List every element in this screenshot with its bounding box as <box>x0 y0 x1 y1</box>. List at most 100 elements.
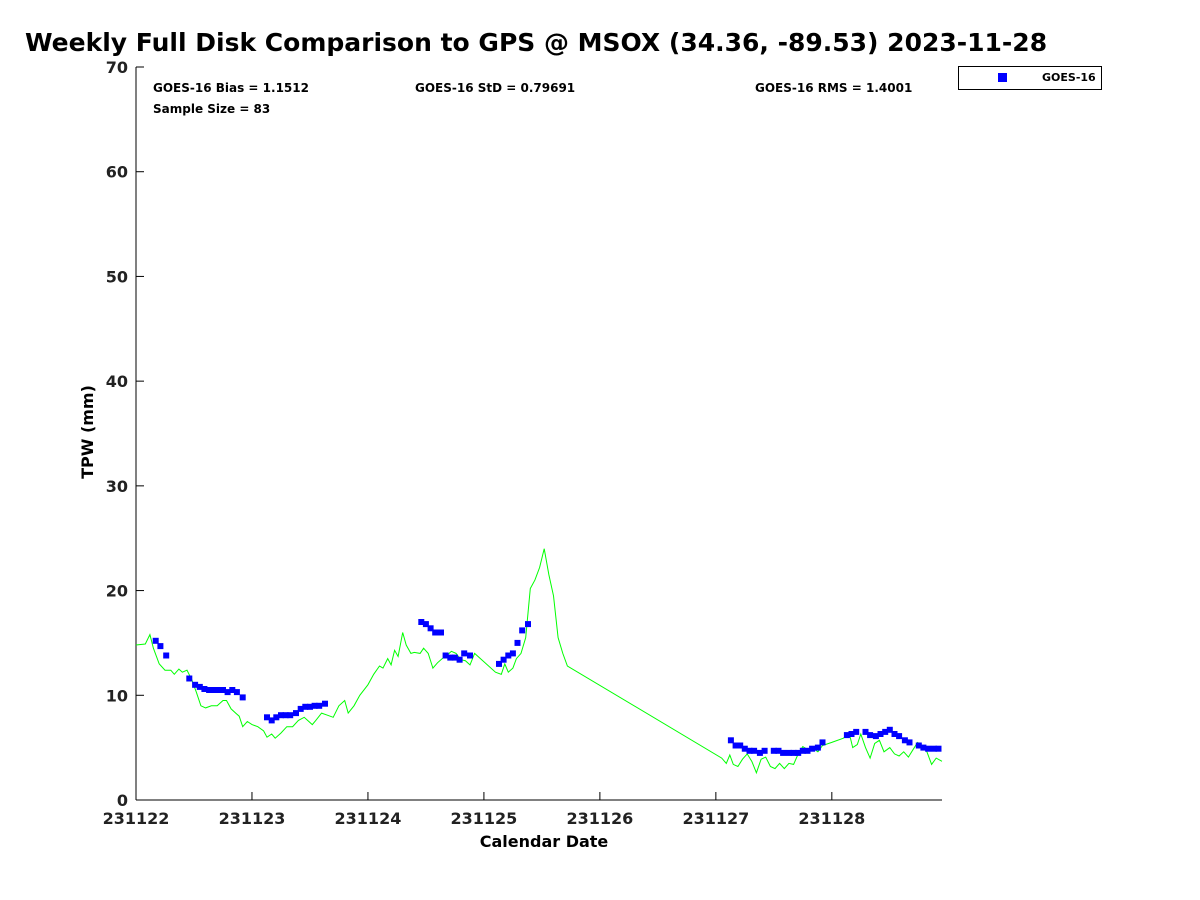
goes16-point <box>273 714 280 721</box>
x-axis-label: Calendar Date <box>480 832 609 851</box>
goes16-point <box>186 675 193 682</box>
goes16-point <box>224 689 231 696</box>
goes16-point <box>761 747 768 754</box>
y-tick-label: 50 <box>106 267 128 286</box>
goes16-point <box>906 739 913 746</box>
goes16-point <box>746 747 753 754</box>
goes16-point <box>293 710 299 717</box>
goes16-point <box>930 745 937 752</box>
goes16-point <box>210 687 217 693</box>
goes16-point <box>790 749 797 756</box>
goes16-point <box>432 629 439 636</box>
goes16-series-points <box>152 619 942 756</box>
legend: GOES-16 <box>958 66 1102 90</box>
goes16-point <box>737 742 744 749</box>
y-axis-label: TPW (mm) <box>78 385 97 479</box>
goes16-point <box>427 625 434 632</box>
goes16-point <box>935 745 942 752</box>
goes16-point <box>770 747 777 754</box>
goes16-point <box>920 744 927 751</box>
goes16-point <box>447 654 454 661</box>
legend-label-goes16: GOES-16 <box>1042 71 1096 84</box>
goes16-point <box>756 749 763 756</box>
goes16-point <box>843 732 850 739</box>
rms-annotation: GOES-16 RMS = 1.4001 <box>755 81 912 95</box>
goes16-point <box>282 712 289 719</box>
goes16-point <box>307 703 313 710</box>
goes16-point <box>814 744 821 751</box>
goes16-point <box>322 700 328 707</box>
goes16-point <box>278 712 284 719</box>
goes16-point <box>751 747 758 754</box>
goes16-point <box>727 737 734 744</box>
goes16-point <box>215 687 222 693</box>
goes16-point <box>785 749 792 756</box>
goes16-point <box>442 652 449 659</box>
legend-box <box>958 66 1102 90</box>
goes16-point <box>229 687 236 693</box>
goes16-point <box>297 705 304 712</box>
bias-annotation: GOES-16 Bias = 1.1512 <box>153 81 309 95</box>
goes16-point <box>780 749 787 756</box>
y-tick-label: 10 <box>106 686 128 705</box>
goes16-point <box>287 712 294 719</box>
goes16-point <box>500 656 507 663</box>
goes16-point <box>804 747 811 754</box>
chart-title: Weekly Full Disk Comparison to GPS @ MSO… <box>25 28 1048 57</box>
goes16-point <box>896 733 903 740</box>
goes16-point <box>311 702 318 709</box>
goes16-point <box>799 747 806 754</box>
goes16-point <box>196 683 203 690</box>
goes16-point <box>233 689 240 696</box>
goes16-point <box>302 703 309 710</box>
y-tick-label: 60 <box>106 163 128 182</box>
x-tick-label: 231124 <box>335 809 402 828</box>
gps-series-line <box>135 548 943 775</box>
goes16-point <box>514 639 521 646</box>
goes16-point <box>163 652 170 659</box>
goes16-point <box>201 686 208 692</box>
goes16-point <box>220 687 226 693</box>
gps-line-path <box>135 548 943 775</box>
goes16-point <box>848 731 855 737</box>
x-tick-label: 231123 <box>219 809 286 828</box>
goes16-point <box>152 637 159 644</box>
goes16-point <box>915 742 922 749</box>
goes16-point <box>809 745 816 752</box>
x-tick-label: 231127 <box>682 809 749 828</box>
std-annotation: GOES-16 StD = 0.79691 <box>415 81 575 95</box>
goes16-point <box>157 643 164 650</box>
goes16-point <box>872 733 879 740</box>
axes: 0 10 20 30 40 50 60 70 231122 231123 231124 231125 2… <box>103 58 942 828</box>
goes16-point <box>467 652 473 659</box>
sample-size-annotation: Sample Size = 83 <box>153 102 270 116</box>
goes16-point <box>732 742 739 749</box>
goes16-point <box>268 717 275 724</box>
goes16-point <box>775 747 782 754</box>
goes16-point <box>862 728 869 735</box>
goes16-point <box>525 621 531 628</box>
goes16-point <box>891 731 898 737</box>
goes16-point <box>741 745 748 752</box>
y-tick-label: 20 <box>106 582 128 601</box>
goes16-point <box>877 731 884 737</box>
goes16-point <box>192 681 199 688</box>
goes16-point <box>867 732 874 739</box>
goes16-point <box>886 726 893 733</box>
goes16-point <box>422 621 429 628</box>
goes16-point <box>519 627 526 634</box>
goes16-point <box>316 702 323 709</box>
x-tick-label: 231126 <box>566 809 633 828</box>
goes16-point <box>418 619 425 625</box>
goes16-point <box>206 687 213 693</box>
goes16-point <box>795 749 802 756</box>
goes16-point <box>264 714 270 721</box>
goes16-point <box>451 654 458 661</box>
goes16-point <box>461 650 468 657</box>
x-tick-label: 231125 <box>451 809 518 828</box>
goes16-point <box>882 728 889 735</box>
y-tick-label: 70 <box>106 58 128 77</box>
y-tick-label: 30 <box>106 477 128 496</box>
goes16-point <box>901 737 908 744</box>
